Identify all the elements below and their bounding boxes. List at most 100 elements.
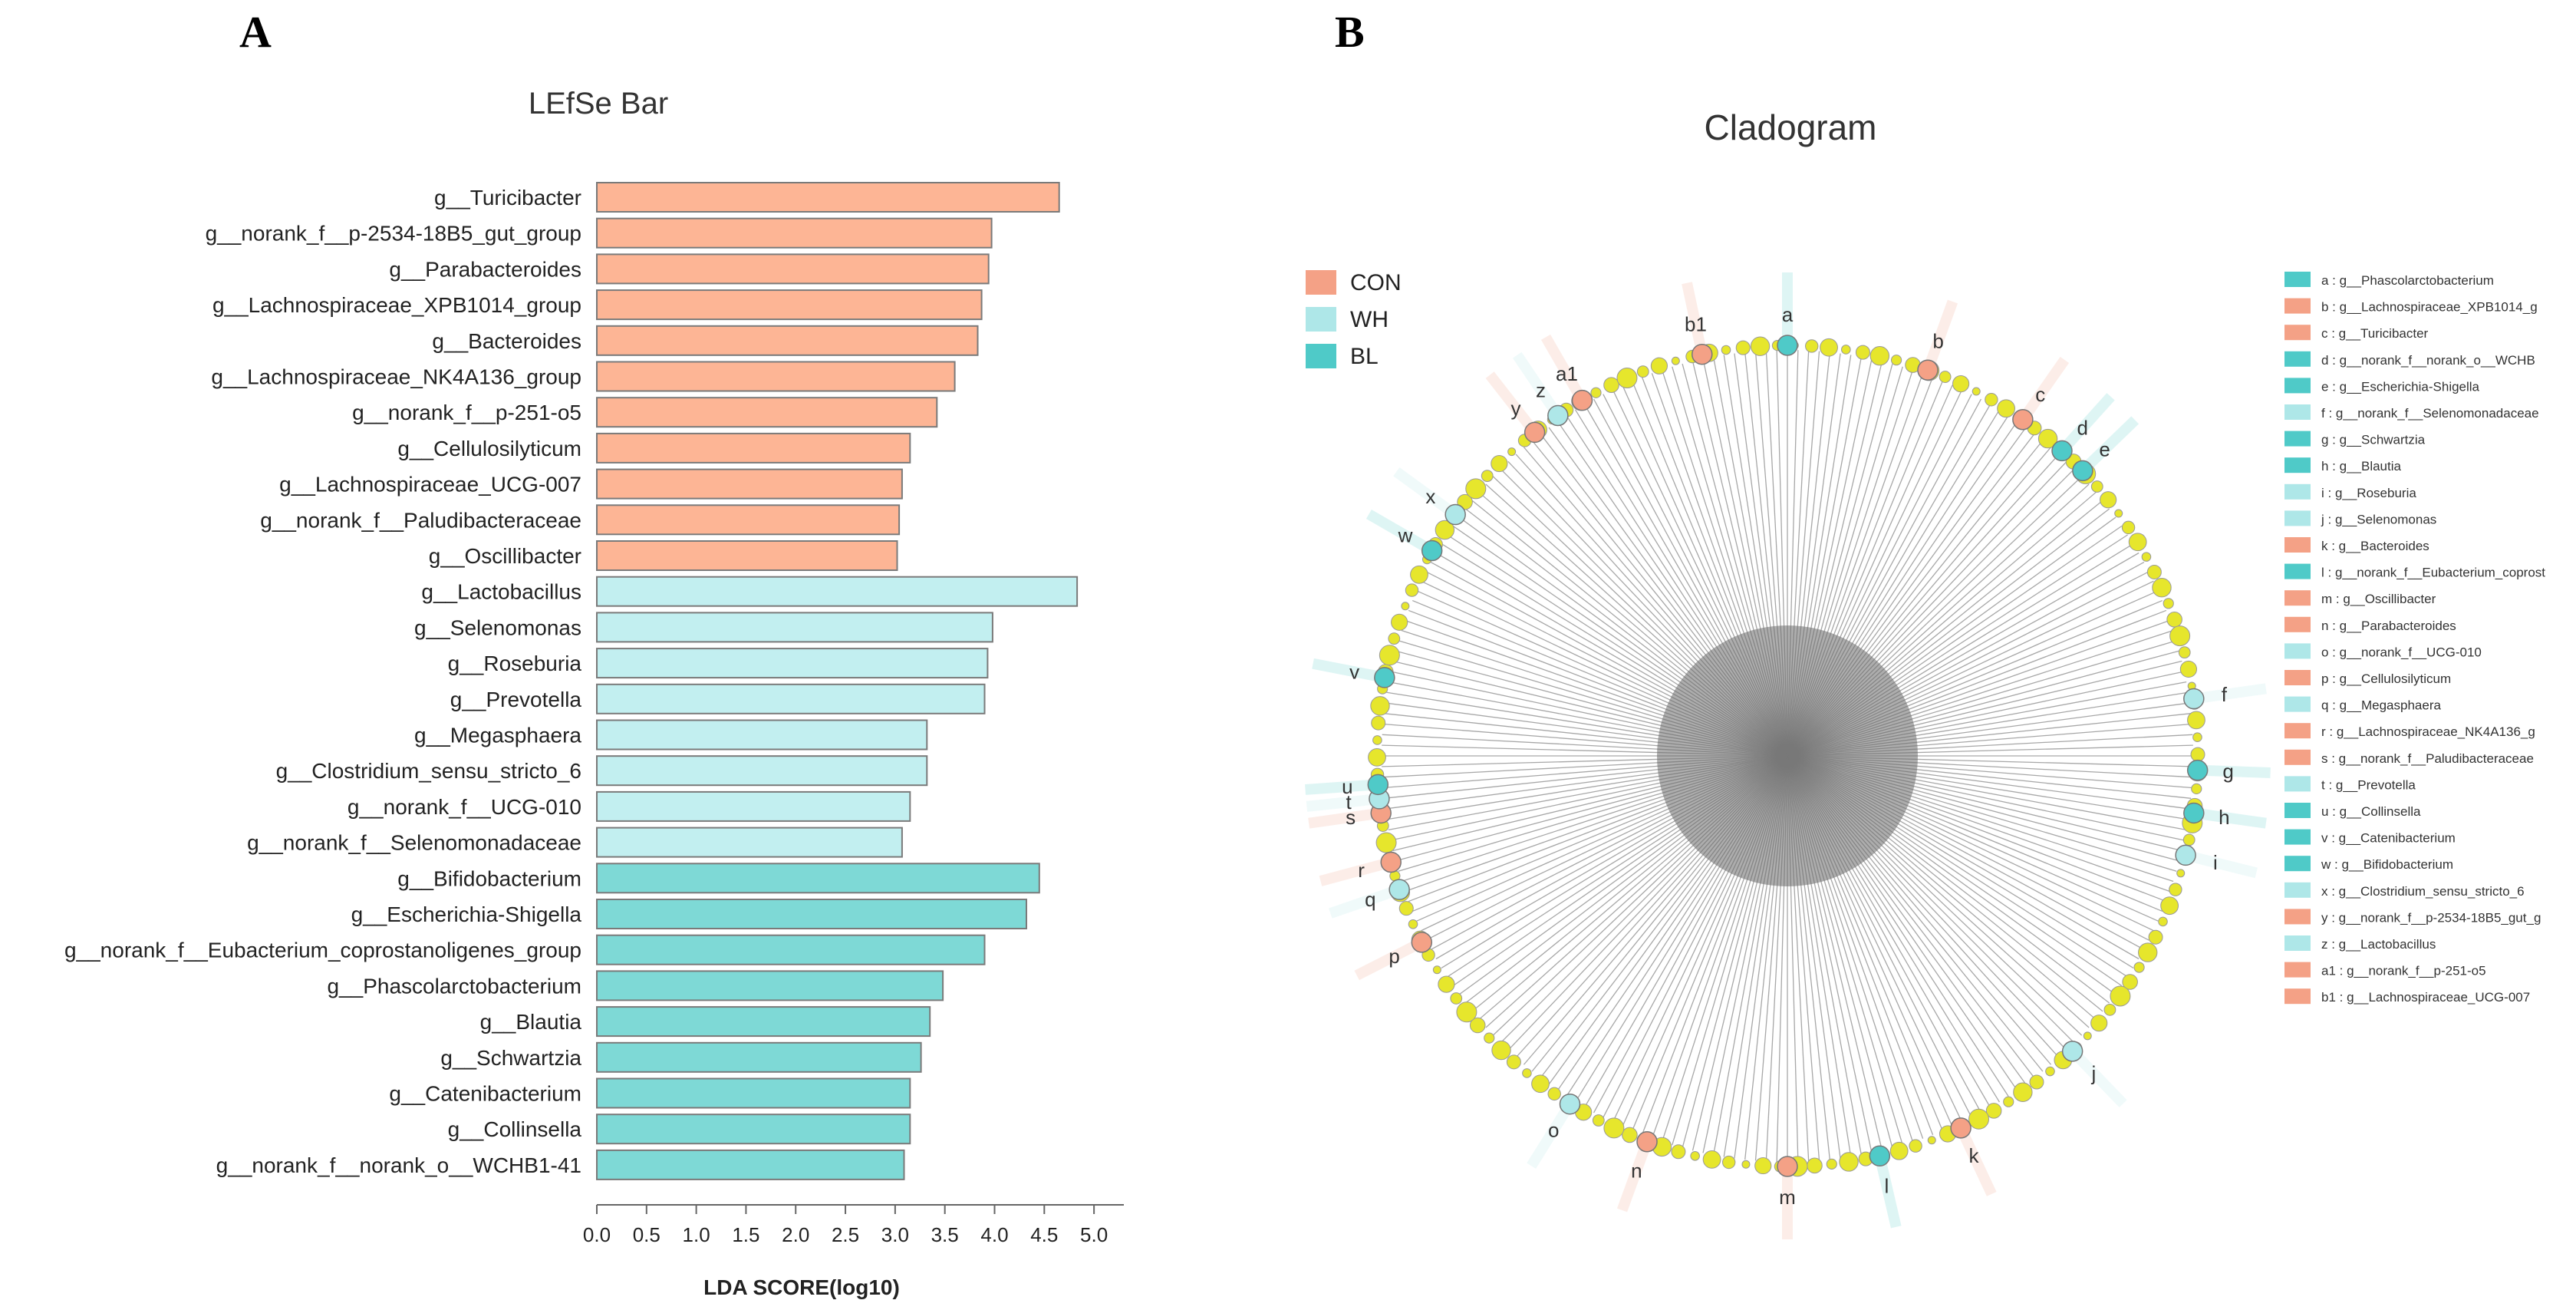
tree-branch bbox=[1787, 755, 1991, 1108]
tree-branch bbox=[1593, 398, 1788, 757]
clade-highlight-ray bbox=[1319, 859, 1385, 886]
leaf-node bbox=[1787, 1156, 1808, 1177]
tree-branch bbox=[1435, 755, 1788, 960]
tree-branch bbox=[1787, 755, 2060, 1058]
leaf-node bbox=[2068, 1041, 2083, 1055]
leaf-node bbox=[1650, 357, 1668, 374]
tree-branch bbox=[1612, 755, 1788, 1123]
clade-highlight-ray bbox=[2200, 808, 2267, 829]
tree-branch bbox=[1421, 580, 1788, 757]
tree-branch bbox=[1405, 755, 1788, 893]
leaf-node bbox=[1531, 1074, 1550, 1094]
leaf-node bbox=[1671, 1144, 1686, 1160]
biomarker-letter: v bbox=[1349, 660, 1359, 683]
tree-branch bbox=[1430, 755, 1788, 950]
tree-branch bbox=[1787, 755, 2123, 987]
lefse-chart-title: LEfSe Bar bbox=[529, 87, 668, 120]
lefse-x-axis-label: LDA SCORE(log10) bbox=[703, 1275, 900, 1299]
tree-branch bbox=[1408, 755, 1788, 902]
leaf-node bbox=[2037, 428, 2058, 449]
tree-branch bbox=[1787, 755, 2167, 902]
tree-branch bbox=[1464, 755, 1788, 1004]
key-entry: s : g__norank_f__Paludibacteraceae bbox=[2321, 751, 2534, 766]
tree-branch bbox=[1672, 755, 1788, 1146]
tree-branch bbox=[1566, 414, 1788, 757]
tree-branch bbox=[1390, 671, 1788, 757]
biomarker-node bbox=[2183, 688, 2205, 710]
leaf-node bbox=[1877, 1150, 1888, 1160]
leaf-node bbox=[1841, 345, 1851, 355]
tree-branch bbox=[1478, 755, 1788, 1021]
clade-highlight-ray bbox=[1540, 334, 1583, 397]
leaf-node bbox=[1448, 510, 1461, 522]
leaf-node bbox=[1377, 683, 1388, 695]
tree-branch bbox=[1787, 394, 1972, 757]
tree-branch bbox=[1787, 516, 2116, 757]
tree-branch bbox=[1416, 590, 1788, 757]
biomarker-letter: s bbox=[1346, 806, 1356, 829]
tree-branch bbox=[1787, 376, 1934, 757]
biomarker-node bbox=[2012, 409, 2034, 431]
leaf-node bbox=[1372, 800, 1389, 818]
biomarker-node bbox=[2183, 802, 2205, 824]
leaf-node bbox=[1522, 1068, 1532, 1078]
biomarker-node bbox=[1411, 932, 1433, 953]
tree-branch bbox=[1446, 534, 1788, 757]
tree-branch bbox=[1583, 755, 1788, 1108]
lefse-bar-label: g__Lachnospiraceae_NK4A136_group bbox=[211, 365, 581, 389]
lefse-bar bbox=[596, 253, 990, 285]
tree-branch bbox=[1566, 755, 1788, 1097]
clade-highlight-ray bbox=[1958, 1132, 1997, 1196]
key-swatch bbox=[2284, 616, 2311, 632]
tree-branch bbox=[1787, 755, 2163, 912]
lefse-tick-label: 3.0 bbox=[881, 1223, 909, 1246]
tree-branch bbox=[1787, 468, 2075, 757]
tree-branch bbox=[1787, 755, 2174, 883]
key-entry: z : g__Lactobacillus bbox=[2321, 937, 2436, 952]
leaf-node bbox=[2003, 1096, 2014, 1107]
tree-branch bbox=[1787, 755, 2149, 941]
leaf-node bbox=[2054, 1051, 2073, 1070]
leaf-node bbox=[1559, 402, 1574, 417]
biomarker-node bbox=[2061, 1041, 2084, 1062]
key-swatch bbox=[2284, 510, 2311, 526]
lefse-bar-label: g__Lactobacillus bbox=[421, 580, 581, 604]
tree-branch bbox=[1787, 629, 2174, 757]
tree-branch bbox=[1787, 534, 2129, 757]
lefse-bar bbox=[596, 289, 983, 321]
legend-swatch bbox=[1306, 270, 1336, 295]
lefse-bar bbox=[596, 934, 986, 965]
tree-branch bbox=[1575, 755, 1788, 1103]
leaf-node bbox=[1839, 1152, 1859, 1172]
key-entry: a1 : g__norank_f__p-251-o5 bbox=[2321, 964, 2486, 978]
leaf-node bbox=[2191, 783, 2202, 795]
lefse-bar bbox=[596, 217, 993, 249]
tree-branch bbox=[1787, 702, 2190, 757]
biomarker-node bbox=[1370, 802, 1392, 824]
tree-branch bbox=[1787, 755, 2192, 789]
lefse-bar bbox=[596, 361, 956, 392]
leaf-node bbox=[1741, 1160, 1751, 1169]
tree-branch bbox=[1416, 755, 1788, 922]
lefse-tick-label: 4.0 bbox=[980, 1223, 1008, 1246]
key-entry: v : g__Catenibacterium bbox=[2321, 831, 2456, 846]
key-entry: l : g__norank_f__Eubacterium_coprost bbox=[2321, 566, 2545, 580]
lefse-tick-label: 0.0 bbox=[583, 1223, 611, 1246]
tree-branch bbox=[1386, 691, 1788, 757]
biomarker-letter: u bbox=[1342, 775, 1352, 798]
biomarker-node bbox=[1950, 1117, 1972, 1139]
tree-branch bbox=[1787, 755, 2185, 841]
tree-branch bbox=[1575, 409, 1788, 757]
tree-branch bbox=[1702, 358, 1788, 757]
clade-highlight-ray bbox=[1329, 886, 1394, 919]
leaf-node bbox=[2187, 696, 2202, 710]
lefse-tick-label: 0.5 bbox=[633, 1223, 660, 1246]
legend-swatch bbox=[1306, 344, 1336, 368]
clade-highlight-ray bbox=[1312, 658, 1379, 681]
leaf-nodes bbox=[1368, 336, 2208, 1177]
tree-branch bbox=[1458, 516, 1788, 757]
lefse-bar bbox=[596, 576, 1079, 607]
leaf-node bbox=[2158, 916, 2168, 927]
tree-branch bbox=[1787, 369, 1914, 757]
lefse-bar-label: g__norank_f__UCG-010 bbox=[348, 795, 581, 819]
